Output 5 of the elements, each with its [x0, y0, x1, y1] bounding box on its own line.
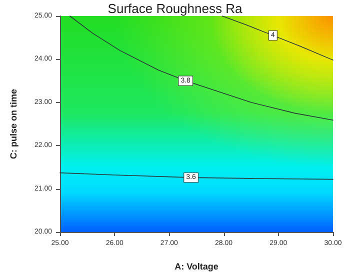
chart-title: Surface Roughness Ra	[108, 1, 243, 16]
y-axis-title: C: pulse on time	[8, 88, 18, 160]
x-axis-title: A: Voltage	[174, 262, 218, 272]
line-series	[222, 16, 334, 60]
line-series	[69, 16, 334, 121]
